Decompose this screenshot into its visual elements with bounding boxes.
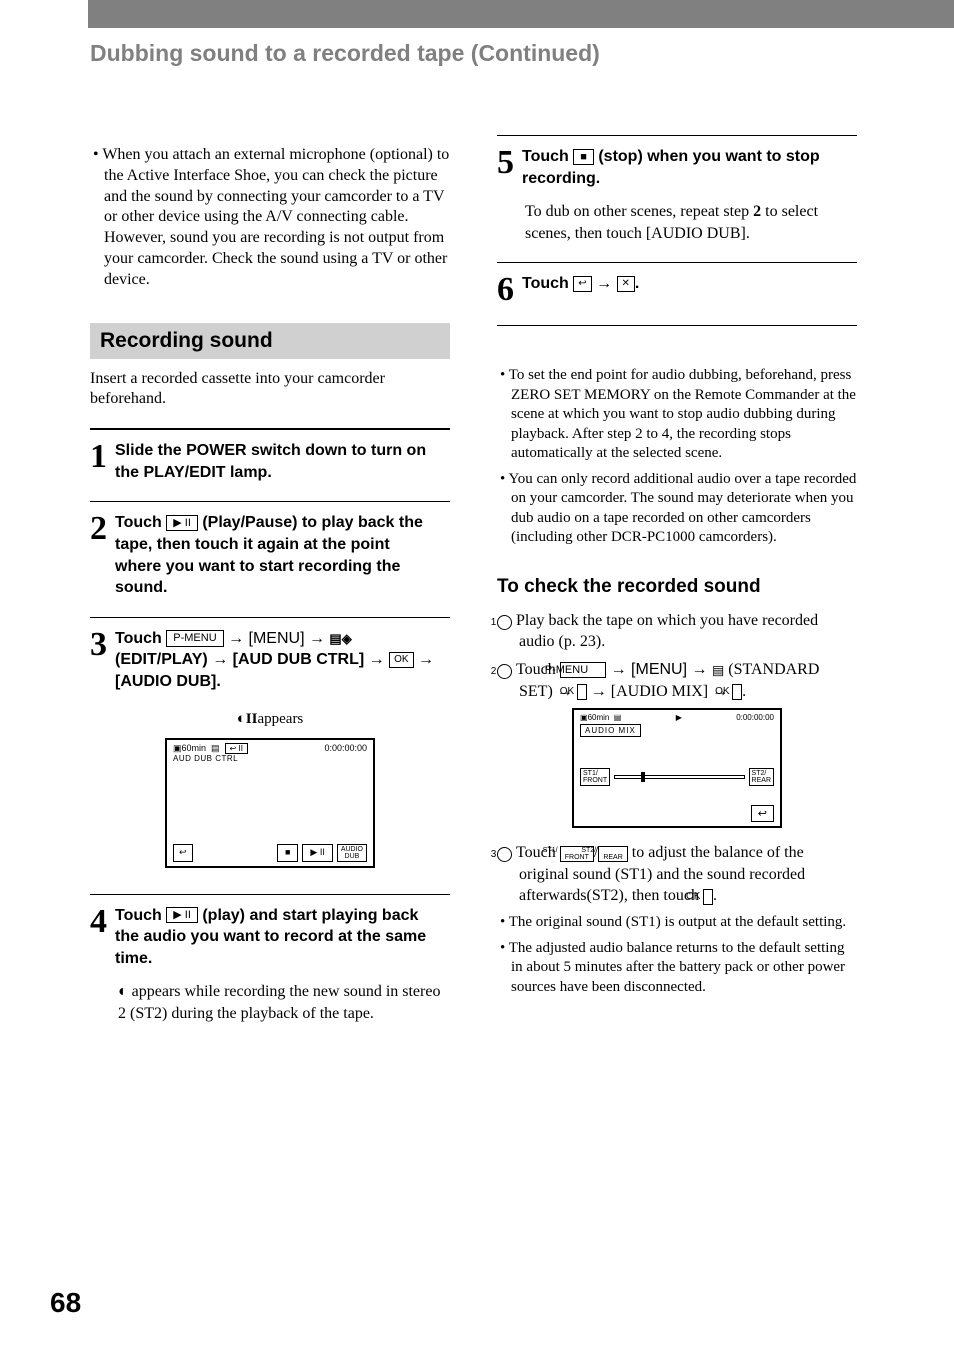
s6-suffix: .: [635, 275, 639, 292]
screen-button-row: ↩ ■ ▶ II AUDIODUB: [173, 844, 367, 862]
st1-label[interactable]: ST1/FRONT: [580, 768, 610, 786]
audio-dub-button[interactable]: AUDIODUB: [337, 844, 367, 862]
step-number: 3: [90, 628, 107, 662]
lcd-screen-audio-mix: ▣60min ▤ ▶ 0:00:00:00 AUDIO MIX ST1/FRON…: [572, 708, 782, 828]
screen-top-row: ▣60min ▤ ▶ 0:00:00:00: [574, 710, 780, 722]
divider: [90, 428, 450, 430]
back-button[interactable]: ↩: [173, 844, 193, 862]
stdset-icon: ▤: [712, 663, 724, 678]
screen-label: AUDIO MIX: [580, 724, 641, 737]
circled-1-icon: 1: [497, 615, 512, 630]
step-number: 2: [90, 512, 107, 546]
st2-label[interactable]: ST2/REAR: [749, 768, 774, 786]
step-4: 4 Touch ▶ II (play) and start playing ba…: [90, 905, 450, 1025]
page-title: Dubbing sound to a recorded tape (Contin…: [90, 40, 600, 67]
divider: [497, 135, 857, 136]
rec-icon: ◐: [118, 983, 128, 1000]
back-icon: ↩: [573, 276, 591, 292]
step-text: Touch ▶ II (play) and start playing back…: [115, 905, 435, 970]
audio-dub-icon: ◐II: [237, 711, 258, 727]
arrow-icon: →: [592, 275, 617, 292]
check-sound-heading: To check the recorded sound: [497, 576, 857, 598]
editplay-icon: ▤◈: [329, 631, 351, 646]
play-indicator: ▶: [676, 713, 682, 722]
lcd-screen-aud-dub: ▣60min ▤ ↩ II 0:00:00:00 AUD DUB CTRL ↩ …: [165, 738, 375, 868]
arrow-icon: → [MENU] →: [224, 630, 330, 647]
check-step-1: 1 Play back the tape on which you have re…: [497, 610, 857, 653]
slider-track[interactable]: [614, 775, 744, 779]
pmenu-icon: P-MENU: [166, 630, 223, 646]
divider: [90, 617, 450, 618]
header-bar: [88, 0, 954, 28]
play-button[interactable]: ▶ II: [302, 844, 332, 862]
ok-icon: OK: [732, 684, 742, 700]
appears-indicator: ◐IIappears: [90, 711, 450, 728]
step-text: Slide the POWER switch down to turn on t…: [115, 440, 435, 483]
s6-prefix: Touch: [522, 275, 573, 292]
ok-icon: OK: [703, 889, 713, 905]
step-text: Touch ■ (stop) when you want to stop rec…: [522, 146, 842, 189]
c2d: → [AUDIO MIX] →: [587, 683, 732, 700]
s3-prefix: Touch: [115, 630, 166, 647]
back-button[interactable]: ↩: [751, 805, 774, 822]
step-number: 5: [497, 146, 514, 180]
ok-icon: OK: [389, 652, 413, 668]
step-follow: ◐ appears while recording the new sound …: [118, 981, 450, 1024]
step-1: 1 Slide the POWER switch down to turn on…: [90, 440, 450, 483]
circled-3-icon: 3: [497, 847, 512, 862]
left-column: • When you attach an external microphone…: [90, 145, 450, 1042]
step-6: 6 Touch ↩ → ✕.: [497, 273, 857, 307]
st2-icon: ST2/REAR: [598, 846, 627, 862]
step-number: 1: [90, 440, 107, 474]
play-icon: ▶ II: [166, 907, 198, 923]
step-number: 4: [90, 905, 107, 939]
screen-label: AUD DUB CTRL: [167, 754, 373, 763]
step2-text: Touch ▶ II (Play/Pause) to play back the…: [115, 514, 423, 596]
step-5: 5 Touch ■ (stop) when you want to stop r…: [497, 146, 857, 244]
note-zero-set: • To set the end point for audio dubbing…: [497, 366, 857, 464]
divider: [497, 262, 857, 263]
stop-button[interactable]: ■: [277, 844, 298, 862]
section-intro: Insert a recorded cassette into your cam…: [90, 369, 450, 411]
note-only-own-tape: • You can only record additional audio o…: [497, 470, 857, 548]
close-icon: ✕: [617, 276, 635, 292]
step-3: 3 Touch P-MENU → [MENU] → ▤◈ (EDIT/PLAY)…: [90, 628, 450, 693]
step-follow: To dub on other scenes, repeat step 2 to…: [525, 201, 857, 244]
timecode: 0:00:00:00: [324, 743, 367, 754]
c2e: .: [742, 683, 746, 700]
divider: [90, 501, 450, 502]
screen-top-row: ▣60min ▤ ↩ II 0:00:00:00: [167, 740, 373, 754]
circled-2-icon: 2: [497, 664, 512, 679]
intro-bullet: • When you attach an external microphone…: [90, 145, 450, 291]
right-column: 5 Touch ■ (stop) when you want to stop r…: [497, 135, 857, 1003]
check-step-3: 3Touch ST1/FRONT/ST2/REAR to adjust the …: [497, 842, 857, 907]
step-text: Touch ▶ II (Play/Pause) to play back the…: [115, 512, 435, 598]
c1-text: Play back the tape on which you have rec…: [516, 612, 818, 651]
divider: [90, 894, 450, 895]
step-2: 2 Touch ▶ II (Play/Pause) to play back t…: [90, 512, 450, 598]
time-remaining: ▣60min ▤: [580, 713, 621, 722]
pmenu-icon: P-MENU: [560, 662, 606, 678]
play-pause-icon: ▶ II: [166, 515, 198, 531]
arrow-icon: → [MENU] →: [606, 661, 712, 678]
divider: [497, 325, 857, 326]
stop-icon: ■: [573, 149, 594, 165]
timecode: 0:00:00:00: [736, 713, 774, 722]
ok-icon: OK: [577, 684, 587, 700]
c3c: .: [713, 887, 717, 904]
note-st1-default: • The original sound (ST1) is output at …: [497, 913, 857, 933]
check-step-2: 2Touch P-MENU → [MENU] → ▤ (STANDARD SET…: [497, 659, 857, 702]
page-number: 68: [50, 1287, 81, 1319]
time-remaining: ▣60min ▤ ↩ II: [173, 743, 248, 754]
step-number: 6: [497, 273, 514, 307]
step-text: Touch P-MENU → [MENU] → ▤◈ (EDIT/PLAY) →…: [115, 628, 435, 693]
appears-text: appears: [257, 711, 303, 727]
step-text: Touch ↩ → ✕.: [522, 273, 842, 295]
section-heading: Recording sound: [90, 323, 450, 359]
s3-part3: (EDIT/PLAY) → [AUD DUB CTRL] →: [115, 651, 389, 668]
note-balance-reset: • The adjusted audio balance returns to …: [497, 939, 857, 998]
pause-box-icon: ↩ II: [225, 743, 248, 754]
balance-slider: ST1/FRONT ST2/REAR: [580, 768, 774, 786]
